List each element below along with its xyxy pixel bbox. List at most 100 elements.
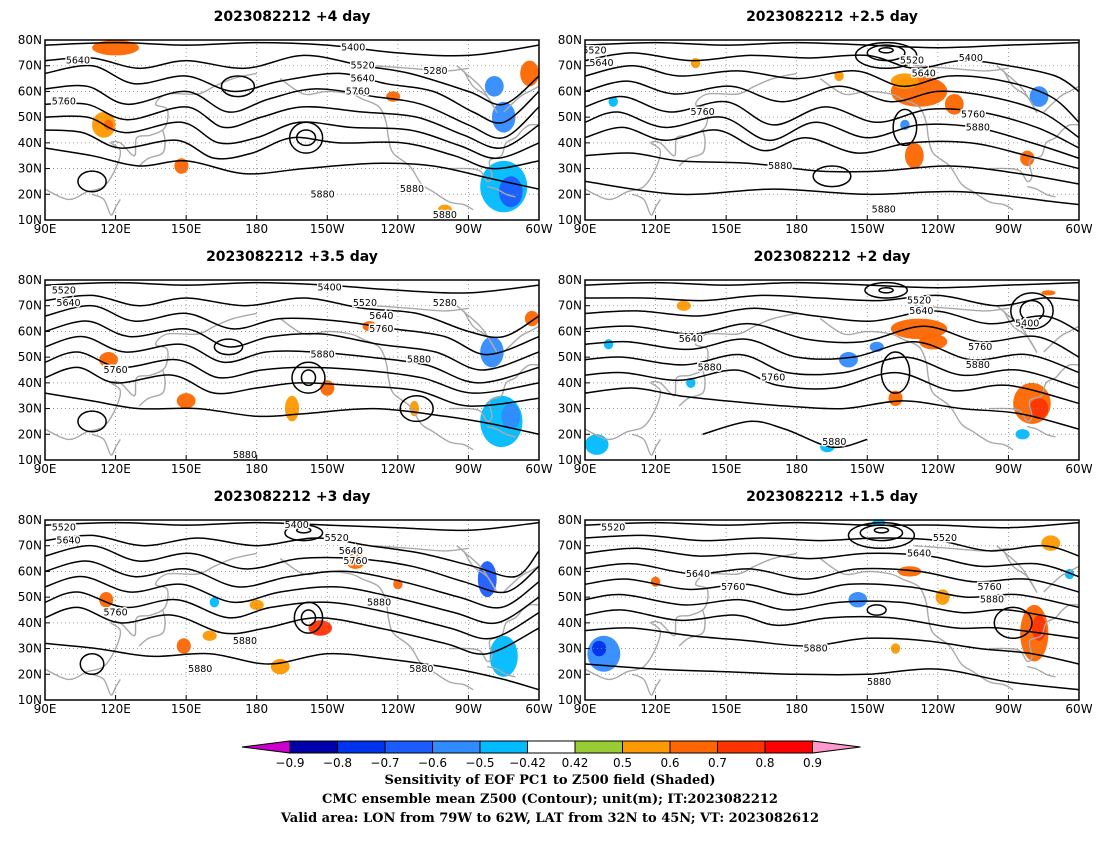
coastline xyxy=(456,305,498,353)
sensitivity-shade xyxy=(1015,429,1030,440)
contour-label: 5400 xyxy=(318,283,342,294)
z500-contour xyxy=(585,126,1079,170)
contour-label: 5760 xyxy=(103,608,127,619)
y-tick-label: 60N xyxy=(558,324,582,338)
z500-contour xyxy=(45,54,539,106)
x-tick-label: 120E xyxy=(100,222,131,236)
contour-label: 5640 xyxy=(686,569,710,580)
x-tick-label: 90E xyxy=(574,222,597,236)
colorbar-label: −0.8 xyxy=(323,756,352,770)
contour-label: 5760 xyxy=(968,342,992,353)
contour-label: 5520 xyxy=(52,285,76,296)
x-tick-label: 150E xyxy=(171,462,202,476)
z500-contour xyxy=(585,593,1079,624)
z500-closed-contour xyxy=(291,361,326,394)
x-tick-label: 120E xyxy=(640,702,671,716)
y-tick-label: 50N xyxy=(558,110,582,124)
contour-label: 5880 xyxy=(966,122,990,133)
panel-title: 2023082212 +2 day xyxy=(754,249,911,265)
contour-label: 5880 xyxy=(822,437,846,448)
contour-label: 5280 xyxy=(433,298,457,309)
y-tick-label: 70N xyxy=(18,539,42,553)
z500-contour xyxy=(45,392,539,436)
contour-label: 5640 xyxy=(350,74,374,85)
z500-contour xyxy=(585,111,1079,160)
contour-label: 5760 xyxy=(369,324,393,335)
panel-plot-area: 5520564054005520564057605760588058805880… xyxy=(45,520,539,700)
contour-label: 5880 xyxy=(367,597,391,608)
z500-closed-contour xyxy=(288,121,324,154)
contour-label: 5640 xyxy=(679,334,703,345)
colorbar-label: 0.9 xyxy=(803,756,822,770)
sensitivity-shade xyxy=(608,96,618,107)
coastline xyxy=(45,312,257,441)
z500-contour xyxy=(585,180,1079,206)
z500-contour xyxy=(45,84,539,139)
sensitivity-shade xyxy=(676,300,691,311)
z500-closed-contour xyxy=(77,410,107,433)
z500-contour xyxy=(45,129,539,170)
coastline xyxy=(138,369,166,407)
sensitivity-shade xyxy=(202,630,217,641)
x-tick-label: 120E xyxy=(640,222,671,236)
x-tick-label: 120E xyxy=(100,462,131,476)
z500-closed-contour xyxy=(300,369,317,387)
coastline xyxy=(1043,325,1079,353)
coastline xyxy=(631,673,661,696)
x-tick-label: 150W xyxy=(310,222,345,236)
panel-frame xyxy=(584,39,1080,221)
x-tick-label: 90W xyxy=(995,222,1022,236)
contour-label: 5520 xyxy=(325,533,349,544)
z500-closed-contour xyxy=(878,46,894,54)
contour-label: 5880 xyxy=(872,205,896,216)
x-tick-label: 150W xyxy=(850,222,885,236)
z500-contour xyxy=(585,307,1079,333)
x-tick-label: 90E xyxy=(574,702,597,716)
contour-label: 5880 xyxy=(966,360,990,371)
contour-label: 5520 xyxy=(601,523,625,534)
z500-contour xyxy=(45,102,539,149)
z500-closed-contour xyxy=(892,108,918,147)
contour-label: 5640 xyxy=(56,536,80,547)
z500-contour xyxy=(585,294,1079,307)
y-tick-label: 50N xyxy=(18,110,42,124)
contour-label: 5760 xyxy=(691,107,715,118)
coastline xyxy=(1027,665,1056,678)
coastline xyxy=(374,545,469,552)
contour-label: 5880 xyxy=(233,450,257,461)
contour-label: 5880 xyxy=(867,677,891,688)
y-tick-label: 10N xyxy=(18,453,42,467)
y-tick-label: 40N xyxy=(558,376,582,390)
contour-label: 5640 xyxy=(909,306,933,317)
x-tick-label: 120W xyxy=(380,462,415,476)
x-tick-label: 90E xyxy=(34,462,57,476)
y-tick-label: 30N xyxy=(558,642,582,656)
z500-contour xyxy=(45,544,539,594)
z500-closed-contour xyxy=(220,75,256,98)
coastline xyxy=(631,193,661,216)
contour-label: 5760 xyxy=(343,556,367,567)
z500-closed-contour xyxy=(213,338,244,356)
colorbar-box xyxy=(669,740,718,754)
z500-contour xyxy=(585,627,1079,665)
x-tick-label: 90W xyxy=(455,222,482,236)
sensitivity-shade xyxy=(1041,290,1056,296)
colorbar-box xyxy=(717,740,766,754)
coastline xyxy=(138,609,166,647)
contour-label: 5880 xyxy=(310,350,334,361)
y-tick-label: 80N xyxy=(18,33,42,47)
coastline xyxy=(1027,425,1056,438)
contour-label: 5760 xyxy=(346,86,370,97)
y-tick-label: 10N xyxy=(18,693,42,707)
y-tick-label: 30N xyxy=(18,642,42,656)
caption-line-1: Sensitivity of EOF PC1 to Z500 field (Sh… xyxy=(384,773,716,788)
contour-label: 5400 xyxy=(285,520,309,531)
z500-contour xyxy=(585,338,1079,374)
coastline xyxy=(487,185,516,198)
z500-contour xyxy=(45,115,539,160)
y-tick-label: 60N xyxy=(18,564,42,578)
z500-closed-contour xyxy=(1019,299,1045,322)
panel-title: 2023082212 +2.5 day xyxy=(746,9,918,25)
z500-contour xyxy=(585,95,1079,149)
x-tick-label: 90E xyxy=(574,462,597,476)
